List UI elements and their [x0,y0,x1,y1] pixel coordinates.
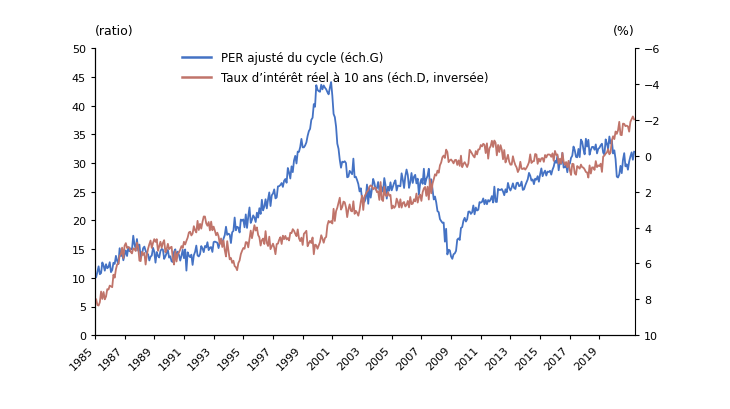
Text: (ratio): (ratio) [95,25,134,38]
Legend: PER ajusté du cycle (éch.G), Taux d’intérêt réel à 10 ans (éch.D, inversée): PER ajusté du cycle (éch.G), Taux d’inté… [182,52,488,85]
Text: (%): (%) [613,25,635,38]
